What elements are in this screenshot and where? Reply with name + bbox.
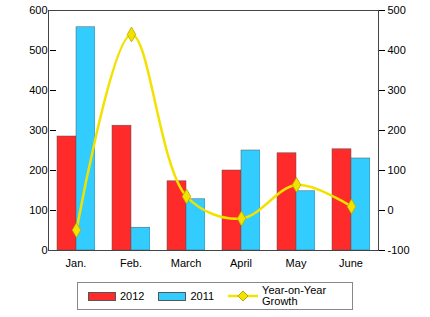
svg-text:-100: -100 — [388, 244, 410, 256]
svg-text:Feb.: Feb. — [120, 257, 142, 269]
svg-text:300: 300 — [29, 124, 47, 136]
svg-text:400: 400 — [388, 44, 406, 56]
svg-text:0: 0 — [41, 244, 47, 256]
svg-text:400: 400 — [29, 84, 47, 96]
html-text:2012: 2012 — [119, 289, 145, 302]
svg-text:500: 500 — [388, 4, 406, 16]
svg-text:100: 100 — [29, 204, 47, 216]
svg-text:June: June — [339, 257, 363, 269]
svg-text:0: 0 — [388, 204, 394, 216]
html-text:Year-on-Year Growth: Year-on-Year Growth — [262, 284, 327, 307]
svg-text:100: 100 — [388, 164, 406, 176]
svg-text:April: April — [230, 257, 252, 269]
svg-text:Jan.: Jan. — [66, 257, 87, 269]
svg-text:300: 300 — [388, 84, 406, 96]
svg-text:500: 500 — [29, 44, 47, 56]
svg-text:200: 200 — [29, 164, 47, 176]
svg-text:May: May — [286, 257, 307, 269]
svg-text:March: March — [171, 257, 202, 269]
svg-text:600: 600 — [29, 4, 47, 16]
html-text:2011: 2011 — [190, 289, 215, 302]
svg-text:200: 200 — [388, 124, 406, 136]
